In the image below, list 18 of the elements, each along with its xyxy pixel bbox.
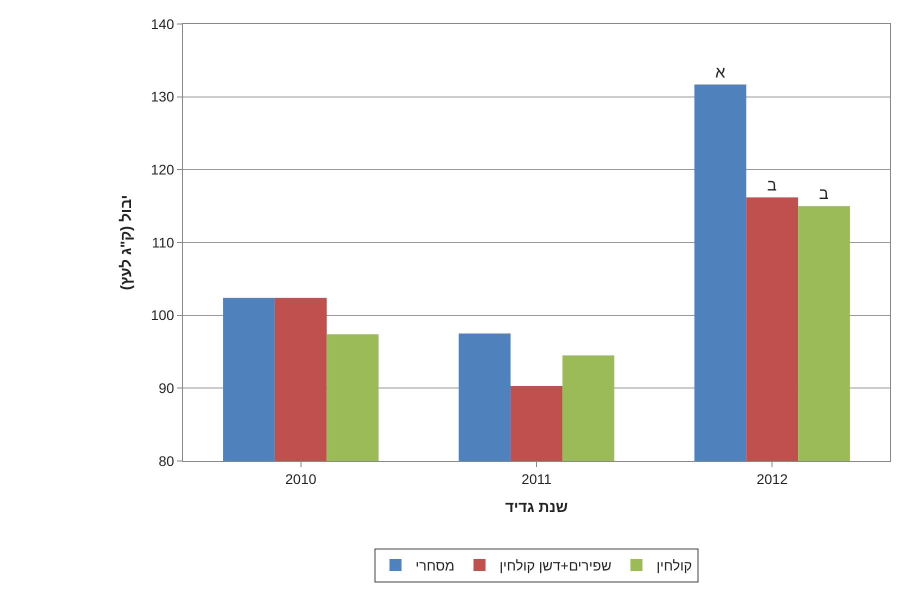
legend-label: שפירים+דשן קולחין [500, 557, 612, 574]
y-tick-label: 130 [150, 88, 174, 105]
y-tick-label: 120 [150, 162, 174, 178]
data-label: ב [819, 186, 830, 204]
x-tick-label: 2012 [756, 470, 788, 487]
x-tick-label: 2010 [285, 470, 317, 487]
y-tick-label: 90 [158, 380, 174, 396]
legend-label: מסחרי [416, 557, 454, 574]
y-axis-title: יבול (ק"ג לעץ) [118, 194, 136, 290]
data-label: ב [767, 177, 778, 194]
x-axis-title: שנת גדיד [505, 498, 568, 516]
y-tick-label: 80 [158, 452, 174, 469]
legend-label: קולחין [656, 557, 692, 574]
y-tick-label: 110 [152, 234, 174, 250]
y-tick-label: 100 [150, 307, 174, 324]
y-tick-label: 140 [150, 16, 174, 32]
x-tick-label: 2011 [521, 470, 552, 487]
data-label: א [715, 64, 726, 82]
